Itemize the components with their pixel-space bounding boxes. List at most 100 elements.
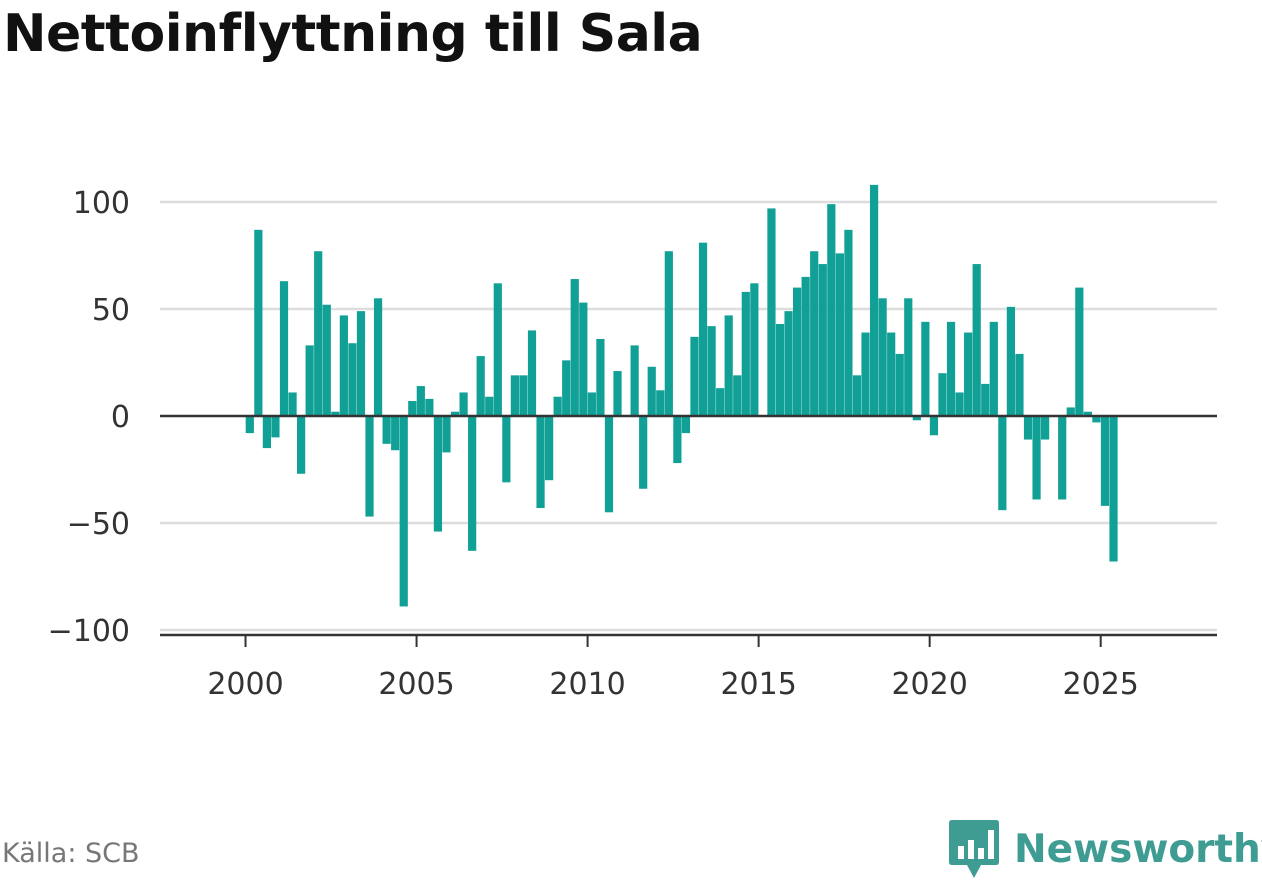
bars [246,185,1118,607]
bar [408,401,416,416]
bar [605,416,613,512]
bar [665,251,673,416]
bar [690,337,698,416]
bar [802,277,810,416]
bar [904,298,912,416]
bar [340,315,348,416]
bar [844,230,852,416]
bar [1058,416,1066,499]
bar [656,390,664,416]
bar [819,264,827,416]
bar [955,392,963,416]
bar [374,298,382,416]
bar [930,416,938,435]
y-tick-label: 0 [111,400,130,435]
bar [887,333,895,416]
bar [400,416,408,606]
bar [263,416,271,448]
bar [776,324,784,416]
bar [1015,354,1023,416]
x-tick-label: 2000 [207,667,283,702]
bar [468,416,476,551]
bar [1075,288,1083,416]
bar [545,416,553,480]
brand-logo[interactable]: Newsworthy [948,818,1262,880]
bar [648,367,656,416]
y-tick-label: −50 [67,507,130,542]
bar [767,208,775,416]
x-axis-tick-labels: 2000 2005 2010 2015 2020 2025 [207,635,1139,702]
bar [579,303,587,416]
bar [1041,416,1049,440]
bar [784,311,792,416]
bar [699,243,707,416]
bar [442,416,450,452]
bar [459,392,467,416]
bar [314,251,322,416]
bar [631,345,639,416]
bar [391,416,399,450]
bar [246,416,254,433]
bar [733,375,741,416]
bar [306,345,314,416]
bar [742,292,750,416]
bar [639,416,647,489]
bar [485,397,493,416]
bar [271,416,279,437]
bar [571,279,579,416]
bar [357,311,365,416]
x-tick-label: 2015 [720,667,796,702]
bar [596,339,604,416]
bar [725,315,733,416]
bar [425,399,433,416]
bar [716,388,724,416]
bar [323,305,331,416]
bar [1067,407,1075,416]
source-note: Källa: SCB [2,838,140,869]
x-tick-label: 2025 [1063,667,1139,702]
bar [1032,416,1040,499]
y-tick-label: 100 [73,186,130,221]
brand-name: Newsworthy [1014,827,1262,872]
x-tick-label: 2010 [549,667,625,702]
bar [682,416,690,433]
y-axis-tick-labels: 100 50 0 −50 −100 [48,186,130,649]
bar [998,416,1006,510]
bar [1109,416,1117,562]
bar [707,326,715,416]
y-tick-label: 50 [92,293,130,328]
bar [947,322,955,416]
bar [1101,416,1109,506]
y-tick-label: −100 [48,614,130,649]
bar [254,230,262,416]
bar [853,375,861,416]
bar [494,283,502,416]
bar [348,343,356,416]
bar [750,283,758,416]
bar [383,416,391,444]
x-tick-label: 2005 [378,667,454,702]
bar [1007,307,1015,416]
bar [861,333,869,416]
bar [502,416,510,482]
bar [417,386,425,416]
bar [554,397,562,416]
bar [613,371,621,416]
bar [827,204,835,416]
x-tick-label: 2020 [891,667,967,702]
bar [588,392,596,416]
newsworthy-logo-icon [948,818,1000,880]
bar [1024,416,1032,440]
bar [879,298,887,416]
bar [511,375,519,416]
bar [896,354,904,416]
bar [280,281,288,416]
bar [964,333,972,416]
bar [562,360,570,416]
bar [836,253,844,416]
bar [921,322,929,416]
bar [365,416,373,517]
bar [536,416,544,508]
bar [477,356,485,416]
